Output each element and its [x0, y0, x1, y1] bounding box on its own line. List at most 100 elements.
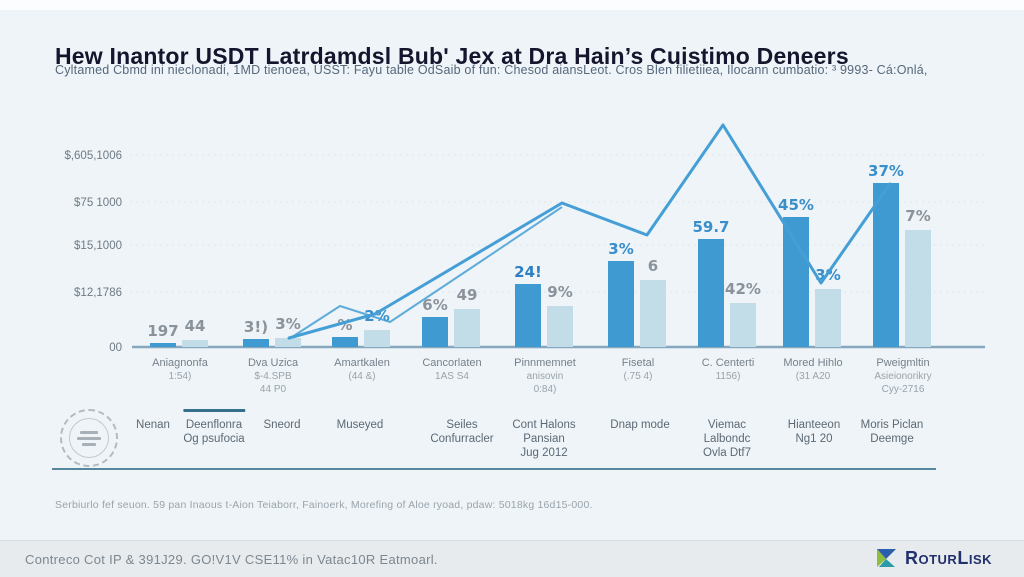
- light-bar: [815, 289, 841, 347]
- x-axis-category-label: Pinnmemnet: [514, 357, 576, 369]
- x-axis-category-label: Cancorlaten: [422, 357, 481, 369]
- tab-item[interactable]: Moris Piclan Deemge: [861, 418, 924, 446]
- dark-bar: [150, 343, 176, 347]
- light-bar-value-label: 49: [457, 286, 478, 304]
- dark-bar: [422, 317, 448, 347]
- light-bar-value-label: 44: [185, 317, 206, 335]
- tab-item[interactable]: Seiles Confurracler: [430, 418, 493, 446]
- light-bar-value-label: 7%: [905, 207, 930, 225]
- tab-item[interactable]: Sneord: [263, 418, 300, 432]
- x-axis-category-label: $-4.SPB: [254, 371, 292, 382]
- footer-caption: Contreco Cot IP & 391J29. GO!V1V CSE11% …: [25, 551, 438, 567]
- x-axis-category-label: Mored Hihlo: [783, 357, 842, 369]
- tab-item[interactable]: Hianteeon Ng1 20: [788, 418, 840, 446]
- tab-item[interactable]: Deenflonra Og psufocia: [183, 409, 245, 446]
- dark-bar: [873, 183, 899, 347]
- roturlisk-logo[interactable]: ROTURLISK: [874, 546, 992, 570]
- tab-item-label: Moris Piclan: [860, 419, 924, 431]
- light-bar: [454, 309, 480, 347]
- dark-bar-value-label: 3!): [244, 318, 268, 336]
- tab-item-label: Dnap mode: [610, 419, 670, 431]
- legend-tab-row: Nenan Deenflonra Og psufocia Sneord Museyed S…: [0, 409, 1024, 470]
- light-bar-value-label: 6: [648, 257, 658, 275]
- tab-item-label: Confurracler: [430, 433, 494, 445]
- tab-item-label: Deenflonra: [185, 419, 243, 431]
- x-axis-category-label: anisovin: [527, 371, 564, 382]
- x-axis-category-label: 1AS S4: [435, 371, 469, 382]
- light-bar: [905, 230, 931, 347]
- dark-bar: [783, 217, 809, 347]
- page-subtitle: Cyltamed Cbmd ini nieclonadi, 1MD tienoe…: [55, 63, 928, 77]
- y-axis-tick-label: $15,1000: [74, 240, 122, 252]
- trend-line-secondary: [288, 206, 563, 340]
- dark-bar-value-label: 37%: [868, 162, 904, 180]
- x-axis-category-label: Dva Uzica: [248, 357, 299, 369]
- light-bar: [182, 340, 208, 347]
- x-axis-category-label: Pweigmltin: [876, 357, 929, 369]
- tab-item-label: Seiles: [446, 419, 478, 431]
- tab-item[interactable]: Nenan: [136, 418, 170, 432]
- tab-item[interactable]: Museyed: [337, 418, 384, 432]
- roturlisk-logo-text: ROTURLISK: [904, 547, 992, 568]
- tab-item[interactable]: Cont Halons Pansian Jug 2012: [512, 418, 575, 460]
- tab-item-label: Hianteeon: [787, 419, 841, 431]
- certification-stamp-icon: [60, 409, 118, 467]
- tab-item[interactable]: Viemac Lalbondc Ovla Dtf7: [703, 418, 751, 460]
- light-bar: [275, 338, 301, 347]
- tab-item[interactable]: Dnap mode: [610, 418, 669, 432]
- dark-bar-value-label: 45%: [778, 196, 814, 214]
- selected-tab-indicator: [183, 409, 245, 412]
- tab-item-label: Cont Halons: [512, 419, 576, 431]
- y-axis-tick-label: 00: [109, 342, 122, 354]
- source-footnote: Serbiurlo fef seuon. 59 pan Inaous t-Aio…: [55, 499, 593, 511]
- dark-bar: [332, 337, 358, 347]
- tab-item-label: Lalbondc: [703, 433, 751, 445]
- dark-bar-value-label: 197: [147, 322, 178, 340]
- x-axis-category-label: C. Centerti: [702, 357, 755, 369]
- dark-bar: [515, 284, 541, 347]
- page-title: Hew Inantor USDT Latrdamdsl Bubʹ Jex at …: [55, 43, 849, 70]
- tab-item-label: Ovla Dtf7: [703, 447, 751, 459]
- x-axis-category-label: 44 P0: [260, 384, 287, 395]
- x-axis-category-label: Amartkalen: [334, 357, 390, 369]
- roturlisk-logo-icon: [876, 549, 896, 567]
- x-axis-category-label: (31 A20: [796, 371, 831, 382]
- tab-item-label: Nenan: [136, 419, 170, 431]
- trend-line: [287, 123, 892, 340]
- dark-bar-value-label: 6%: [422, 296, 447, 314]
- light-bar: [364, 330, 390, 347]
- dark-bar: [698, 239, 724, 347]
- light-bar-value-label: 9%: [547, 283, 572, 301]
- x-axis-category-label: (.75 4): [624, 371, 653, 382]
- y-axis-tick-label: $75 1000: [74, 197, 122, 209]
- tab-item-label: Viemac: [707, 419, 747, 431]
- tab-item-label: Museyed: [336, 419, 384, 431]
- dark-bar-value-label: 24!: [514, 263, 542, 281]
- x-axis-category-label: Asieionorikry: [874, 371, 931, 382]
- dark-bar: [608, 261, 634, 347]
- tabs-underline: [52, 468, 936, 470]
- dark-bar: [243, 339, 269, 347]
- x-axis-category-label: Cyy-2716: [882, 384, 925, 395]
- tab-item-label: Jug 2012: [520, 447, 568, 459]
- y-axis-tick-label: $,605,1006: [64, 150, 122, 162]
- dark-bar-value-label: 59.7: [692, 218, 729, 236]
- tab-item-label: Ng1 20: [795, 433, 833, 445]
- light-bar: [730, 303, 756, 347]
- light-bar-value-label: 42%: [725, 280, 761, 298]
- tab-item-label: Deemge: [870, 433, 914, 445]
- x-axis-category-label: Fisetal: [622, 357, 654, 369]
- x-axis-category-label: 1156): [716, 371, 741, 382]
- tab-item-label: Pansian: [523, 433, 565, 445]
- light-bar: [640, 280, 666, 347]
- x-axis-category-label: 1:54): [169, 371, 192, 382]
- dark-bar-value-label: 3%: [608, 240, 633, 258]
- footer-bar: Contreco Cot IP & 391J29. GO!V1V CSE11% …: [0, 540, 1024, 577]
- tab-item-label: Sneord: [263, 419, 301, 431]
- x-axis-category-label: Aniagnonfa: [152, 357, 209, 369]
- y-axis-tick-label: $12,1786: [74, 287, 122, 299]
- x-axis-category-label: (44 &): [348, 371, 375, 382]
- light-bar-value-label: 3%: [275, 315, 300, 333]
- x-axis-category-label: 0:84): [534, 384, 557, 395]
